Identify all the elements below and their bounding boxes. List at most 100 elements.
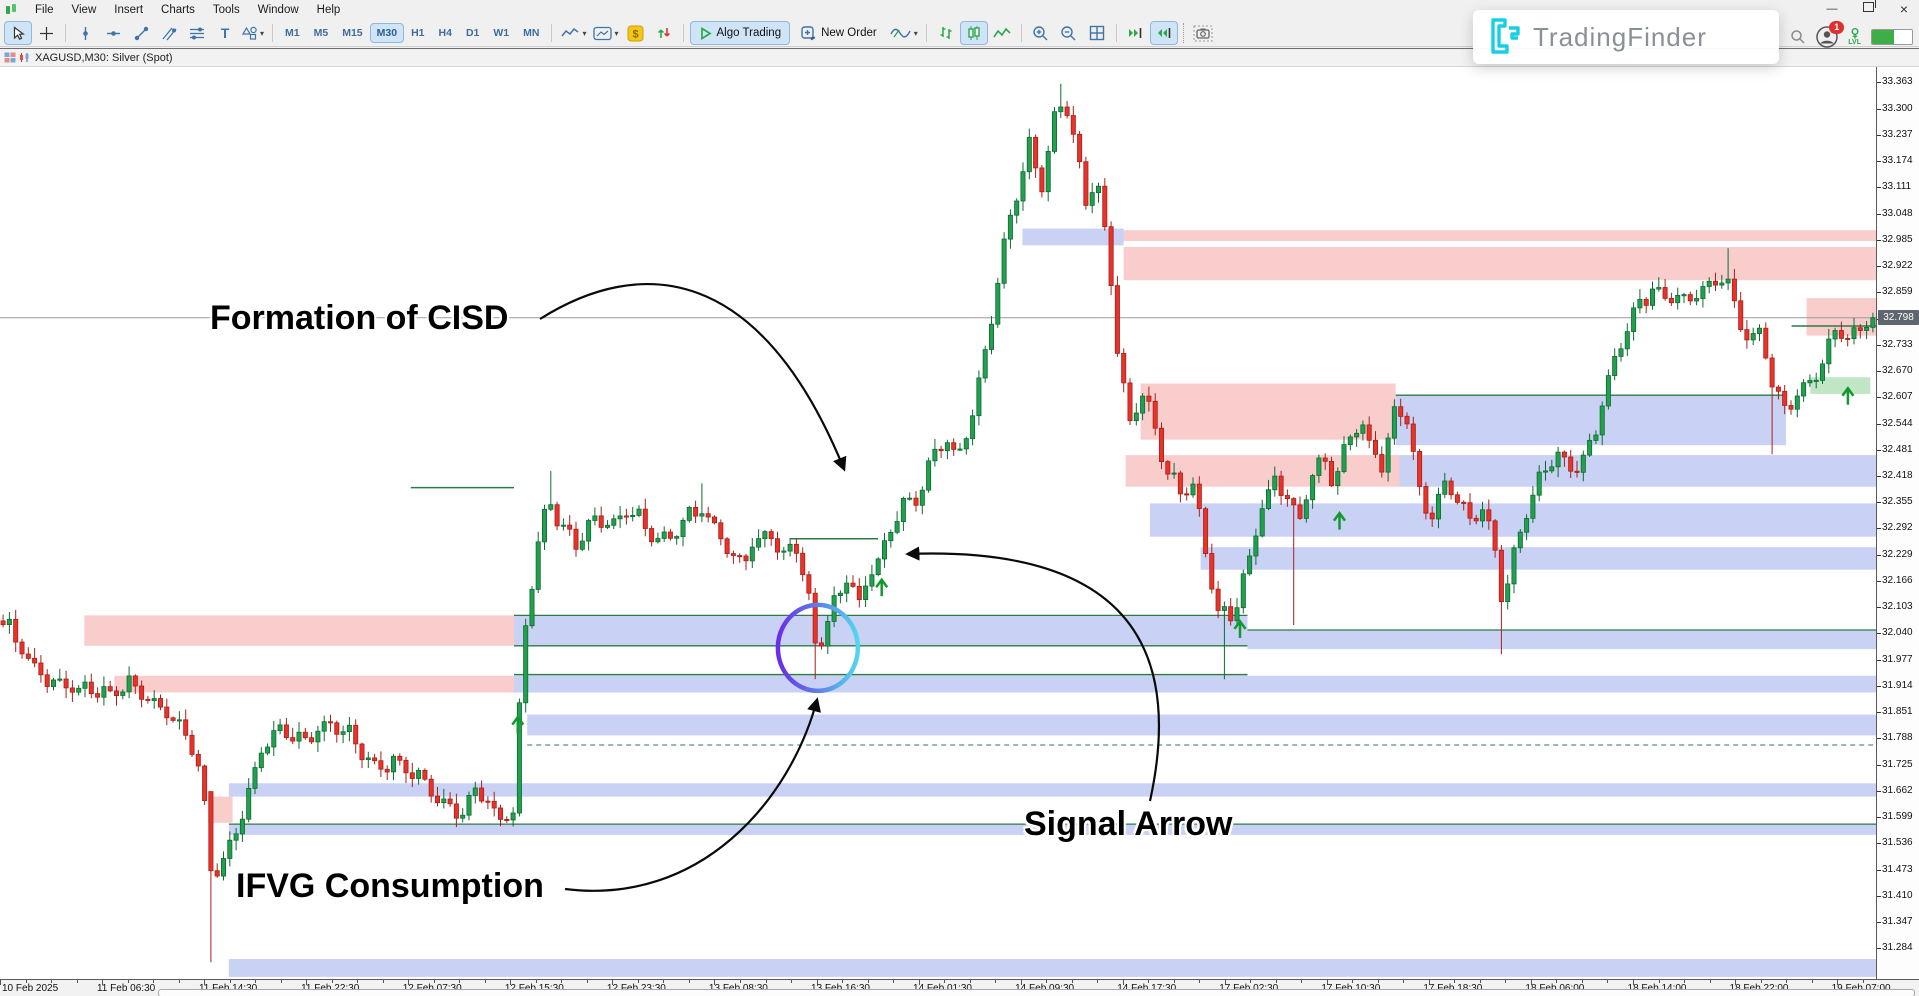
price-axis[interactable]: 33.363 33.300 33.237 33.174 33.111 33.048 32.9…: [1876, 67, 1919, 979]
zoom-in-button[interactable]: [1028, 22, 1054, 44]
line-chart-mode-button[interactable]: [989, 22, 1015, 44]
current-price-badge: 32.798: [1878, 310, 1919, 326]
menu-view[interactable]: View: [71, 4, 97, 16]
search-icon[interactable]: [1790, 29, 1806, 45]
time-tick: [433, 980, 435, 983]
bar-chart-mode-button[interactable]: [933, 22, 959, 44]
time-tick: [102, 980, 104, 985]
price-label: 31.473: [1882, 863, 1913, 875]
time-tick: [969, 980, 971, 983]
time-tick: [1607, 980, 1609, 983]
price-tick: [1877, 817, 1881, 818]
time-tick: [229, 980, 231, 983]
shapes-dropdown-caret[interactable]: ▾: [260, 28, 265, 38]
tile-windows-button[interactable]: [1084, 22, 1110, 44]
menu-help[interactable]: Help: [316, 4, 341, 16]
chart-window: XAGUSD,M30: Silver (Spot) Formation of C…: [0, 48, 1919, 996]
menu-window[interactable]: Window: [257, 4, 299, 16]
chart-template-button[interactable]: ▾: [558, 22, 588, 44]
price-label: 31.977: [1882, 653, 1913, 665]
algo-trading-button[interactable]: Algo Trading: [689, 21, 791, 45]
algo-trading-label: Algo Trading: [716, 27, 782, 39]
screenshot-button[interactable]: [1190, 22, 1216, 44]
zoom-out-button[interactable]: [1056, 22, 1082, 44]
price-label: 31.410: [1882, 889, 1913, 901]
price-label: 32.040: [1882, 627, 1913, 639]
timeframe-h4-button[interactable]: H4: [438, 27, 452, 39]
price-tick: [1877, 397, 1881, 399]
chart-window-title-bar[interactable]: XAGUSD,M30: Silver (Spot): [0, 49, 1919, 67]
buy-sell-arrows-button[interactable]: [651, 22, 677, 44]
price-tick: [1877, 659, 1881, 661]
price-tick: [1877, 344, 1881, 346]
auto-scroll-button[interactable]: [1123, 22, 1149, 44]
chart-shift-button[interactable]: [1149, 21, 1178, 45]
time-tick: [1326, 980, 1328, 985]
menu-tools[interactable]: Tools: [212, 4, 240, 16]
indicator-dropdown-caret[interactable]: ▾: [614, 28, 619, 38]
price-label: 32.985: [1882, 233, 1913, 245]
timeframe-m15-button[interactable]: M15: [342, 27, 363, 39]
price-tick: [1877, 843, 1881, 845]
tradingfinder-watermark: TradingFinder: [1473, 10, 1779, 64]
currency-button[interactable]: $: [623, 22, 649, 44]
price-tick: [1877, 895, 1881, 897]
menu-charts[interactable]: Charts: [161, 4, 195, 16]
cursor-tool-button[interactable]: [4, 21, 32, 45]
text-tool-button[interactable]: T: [212, 22, 238, 44]
time-label: 13 Feb 16:30: [811, 983, 870, 994]
price-tick: [1877, 475, 1881, 477]
channel-tool-button[interactable]: [156, 22, 182, 44]
time-label: 12 Feb 15:30: [505, 983, 564, 994]
candle-chart-mode-button[interactable]: [959, 21, 988, 45]
price-label: 32.229: [1882, 548, 1913, 560]
timeframe-m5-button[interactable]: M5: [313, 27, 329, 39]
vertical-line-tool-button[interactable]: [72, 22, 98, 44]
depth-of-market-button[interactable]: ▾: [888, 22, 920, 44]
crosshair-tool-button[interactable]: [33, 22, 59, 44]
time-tick: [306, 980, 308, 985]
time-label: 17 Feb 02:30: [1219, 983, 1278, 994]
restore-button[interactable]: [1857, 0, 1879, 17]
horizontal-scrollbar[interactable]: [158, 989, 1915, 996]
time-label: 13 Feb 08:30: [709, 983, 768, 994]
time-tick: [637, 980, 639, 983]
price-label: 32.733: [1882, 338, 1913, 350]
price-label: 32.481: [1882, 443, 1913, 455]
timeframe-d1-button[interactable]: D1: [465, 27, 480, 39]
time-tick: [382, 980, 384, 983]
time-tick: [178, 980, 180, 983]
menu-file[interactable]: File: [35, 4, 54, 16]
menu-insert[interactable]: Insert: [114, 4, 144, 16]
level-indicator[interactable]: LVL: [1848, 28, 1861, 46]
timeframe-h1-button[interactable]: H1: [411, 27, 425, 39]
time-tick: [1454, 980, 1456, 983]
dom-dropdown-caret[interactable]: ▾: [913, 28, 918, 38]
time-tick: [204, 980, 206, 985]
time-label: 11 Feb 06:30: [96, 983, 156, 994]
shapes-tool-button[interactable]: ▾: [240, 22, 266, 44]
price-tick: [1877, 528, 1881, 530]
time-tick: [1760, 980, 1762, 983]
timeframe-mn-button[interactable]: MN: [523, 27, 540, 39]
timeframe-m1-button[interactable]: M1: [285, 27, 300, 39]
trendline-tool-button[interactable]: [128, 22, 154, 44]
equidistant-lines-tool-button[interactable]: [184, 22, 210, 44]
time-label: 18 Feb 14:00: [1628, 983, 1687, 994]
time-tick: [1403, 980, 1405, 983]
horizontal-line-tool-button[interactable]: [100, 22, 126, 44]
template-dropdown-caret[interactable]: ▾: [582, 28, 587, 38]
timeframe-m30-button[interactable]: M30: [369, 23, 405, 43]
menu-bar: File View Insert Charts Tools Window Help — ×: [0, 0, 1919, 20]
new-order-button[interactable]: New Order: [793, 22, 885, 44]
account-avatar[interactable]: 1: [1816, 21, 1845, 48]
price-label: 32.922: [1882, 260, 1913, 272]
price-tick: [1877, 213, 1881, 215]
price-tick: [1877, 239, 1881, 241]
close-button[interactable]: ×: [1899, 1, 1909, 17]
timeframe-w1-button[interactable]: W1: [493, 27, 510, 39]
time-label: 14 Feb 01:30: [913, 983, 972, 994]
indicator-window-button[interactable]: ▾: [591, 22, 621, 44]
minimize-button[interactable]: —: [1826, 3, 1838, 15]
chart-plot[interactable]: Formation of CISD IFVG Consumption Signa…: [0, 67, 1876, 979]
